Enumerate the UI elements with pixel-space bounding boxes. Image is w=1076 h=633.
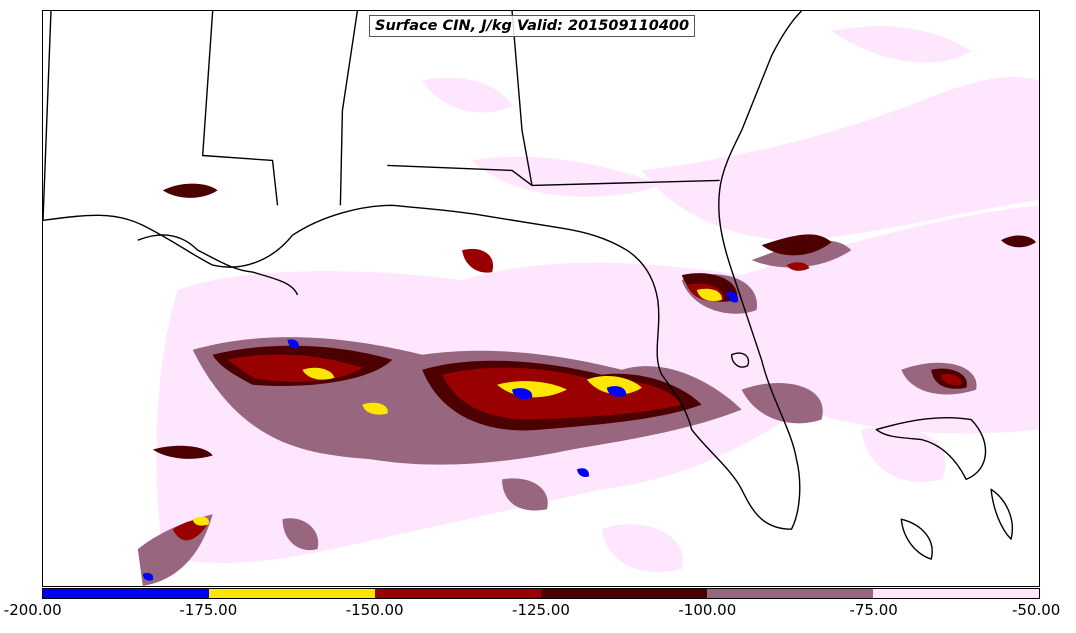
state-border-ga-sc [511, 11, 533, 186]
colorbar-bin-2 [375, 589, 541, 598]
cuba-coast [875, 416, 987, 481]
bahamas-andros [990, 488, 1013, 540]
colorbar [42, 588, 1040, 599]
colorbar-tick-label: -200.00 [3, 601, 62, 619]
cin-field-blue [142, 291, 738, 581]
colorbar-bin-0 [43, 589, 209, 598]
cin-field-light-pink [156, 26, 1039, 573]
bahamas-islands [900, 518, 933, 560]
state-border-alabama-georgia [339, 11, 359, 206]
colorbar-bin-5 [873, 589, 1039, 598]
mississippi-delta [137, 234, 299, 296]
colorbar-tick-label: -125.00 [512, 601, 570, 619]
colorbar-tick-label: -150.00 [345, 601, 404, 619]
state-border-georgia-florida [387, 164, 720, 187]
cin-field-yellow [192, 288, 722, 526]
cin-field-red [172, 248, 962, 541]
colorbar-tick-label: -175.00 [179, 601, 238, 619]
colorbar-tick-label: -75.00 [849, 601, 898, 619]
cin-map [43, 11, 1039, 586]
colorbar-bin-4 [707, 589, 873, 598]
colorbar-bin-3 [541, 589, 707, 598]
colorbar-tick-label: -50.00 [1011, 601, 1061, 619]
state-border-mississippi-alabama [201, 11, 279, 206]
colorbar-bin-1 [209, 589, 375, 598]
map-panel [42, 10, 1040, 587]
state-border-louisiana-mississippi [43, 11, 52, 221]
colorbar-tick-label: -100.00 [678, 601, 737, 619]
florida-lake [730, 352, 750, 368]
coastlines-and-borders [43, 11, 1013, 560]
gulf-coastline [43, 11, 802, 530]
map-title: Surface CIN, J/kg Valid: 201509110400 [369, 15, 696, 37]
